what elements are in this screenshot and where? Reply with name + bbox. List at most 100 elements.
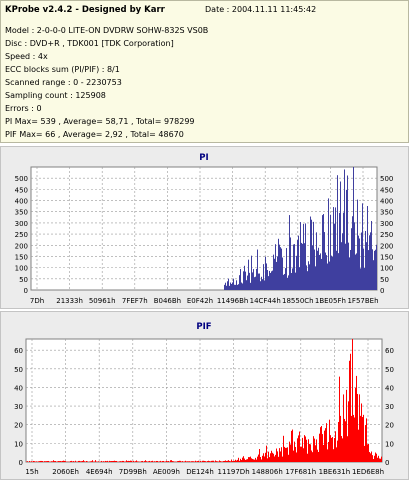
- pif-bar: [314, 439, 315, 462]
- pi-x-tick: 1BE05Fh: [315, 297, 346, 305]
- pif-bar: [60, 461, 61, 462]
- pi-bar: [244, 266, 245, 290]
- pif-bar: [298, 435, 299, 462]
- pif-bar: [221, 461, 222, 462]
- pif-bar: [120, 461, 121, 462]
- pif-bar: [269, 457, 270, 462]
- pi-bar: [337, 175, 338, 290]
- pif-bar: [330, 435, 331, 462]
- pi-bar: [366, 242, 367, 290]
- pif-bar: [225, 460, 226, 462]
- pif-bar: [354, 418, 355, 462]
- pif-bar: [87, 461, 88, 462]
- pif-bar: [181, 461, 182, 462]
- pi-bar: [324, 232, 325, 290]
- pif-bar: [313, 436, 314, 462]
- pi-bar: [349, 257, 350, 290]
- pif-bar: [245, 460, 246, 462]
- pif-bar: [40, 461, 41, 462]
- pi-bar: [375, 250, 376, 290]
- pi-bar: [294, 244, 295, 290]
- pi-bar: [246, 280, 247, 290]
- pif-bar: [59, 461, 60, 462]
- pif-bar: [360, 416, 361, 462]
- pif-bar: [109, 461, 110, 462]
- pi-bar: [336, 251, 337, 290]
- pif-bar: [243, 456, 244, 462]
- pif-bar: [292, 430, 293, 462]
- pif-bar: [218, 461, 219, 462]
- pi-bar: [255, 277, 256, 290]
- pif-bar: [125, 461, 126, 462]
- pi-bar: [290, 237, 291, 290]
- pif-y-tick-right: 10: [385, 440, 394, 448]
- pif-bar: [53, 460, 54, 462]
- pif-bar: [352, 339, 353, 462]
- pi-bar: [253, 269, 254, 290]
- pif-bar: [256, 460, 257, 462]
- pif-bar: [358, 430, 359, 462]
- pif-bar: [293, 451, 294, 462]
- pif-bar: [224, 461, 225, 462]
- pif-y-tick-right: 40: [385, 384, 394, 392]
- pif-bar: [273, 454, 274, 462]
- pi-bar: [245, 272, 246, 290]
- pif-x-tick: 17F681h: [285, 468, 316, 476]
- pif-bar: [48, 461, 49, 462]
- pif-bar: [263, 453, 264, 462]
- pif-bar: [90, 461, 91, 462]
- pif-bar: [51, 461, 52, 462]
- pif-bar: [278, 457, 279, 462]
- pi-bar: [344, 169, 345, 290]
- pi-bar: [232, 282, 233, 290]
- pif-bar: [307, 454, 308, 462]
- pif-bar: [106, 461, 107, 462]
- pif-y-tick-right: 0: [385, 459, 389, 467]
- pif-bar: [242, 458, 243, 462]
- pi-bar: [333, 207, 334, 290]
- pif-bar: [361, 403, 362, 462]
- pi-bar: [331, 256, 332, 290]
- pif-bar: [368, 444, 369, 462]
- pif-bar: [344, 419, 345, 462]
- pif-bar: [320, 427, 321, 462]
- pif-bar: [235, 460, 236, 462]
- pif-bar: [367, 444, 368, 462]
- pif-bar: [359, 394, 360, 462]
- pif-bar: [351, 416, 352, 462]
- pif-y-tick-right: 30: [385, 403, 394, 411]
- pi-bar: [297, 240, 298, 290]
- pif-bar: [198, 461, 199, 462]
- pif-bar: [326, 423, 327, 462]
- pif-bar: [232, 461, 233, 462]
- pif-bar: [276, 449, 277, 462]
- pif-bar: [142, 461, 143, 462]
- pif-bar: [272, 453, 273, 462]
- pif-bar: [211, 461, 212, 462]
- pif-bar: [220, 461, 221, 462]
- pi-y-tick-right: 150: [380, 253, 393, 261]
- model-line: Model : 2-0-0-0 LITE-ON DVDRW SOHW-832S …: [5, 26, 208, 35]
- pif-bar: [65, 461, 66, 462]
- pif-x-tick: 11197Dh: [218, 468, 250, 476]
- pi-y-tick-left: 350: [15, 209, 28, 217]
- pif-bar: [172, 461, 173, 462]
- pif-bar: [128, 461, 129, 462]
- pif-bar: [63, 461, 64, 462]
- pi-bar: [247, 276, 248, 290]
- pif-bar: [289, 442, 290, 462]
- pif-bar: [332, 437, 333, 462]
- pi-bar: [334, 224, 335, 290]
- pif-bar: [363, 415, 364, 462]
- pif-bar: [166, 461, 167, 462]
- pif-bar: [72, 461, 73, 462]
- pi-bar: [301, 243, 302, 290]
- pif-bar: [188, 461, 189, 462]
- pif-bar: [355, 388, 356, 462]
- pif-bar: [340, 416, 341, 462]
- pif-bar: [84, 461, 85, 462]
- pif-bar: [264, 456, 265, 462]
- pi-y-tick-right: 400: [380, 198, 393, 206]
- pif-bar: [310, 444, 311, 462]
